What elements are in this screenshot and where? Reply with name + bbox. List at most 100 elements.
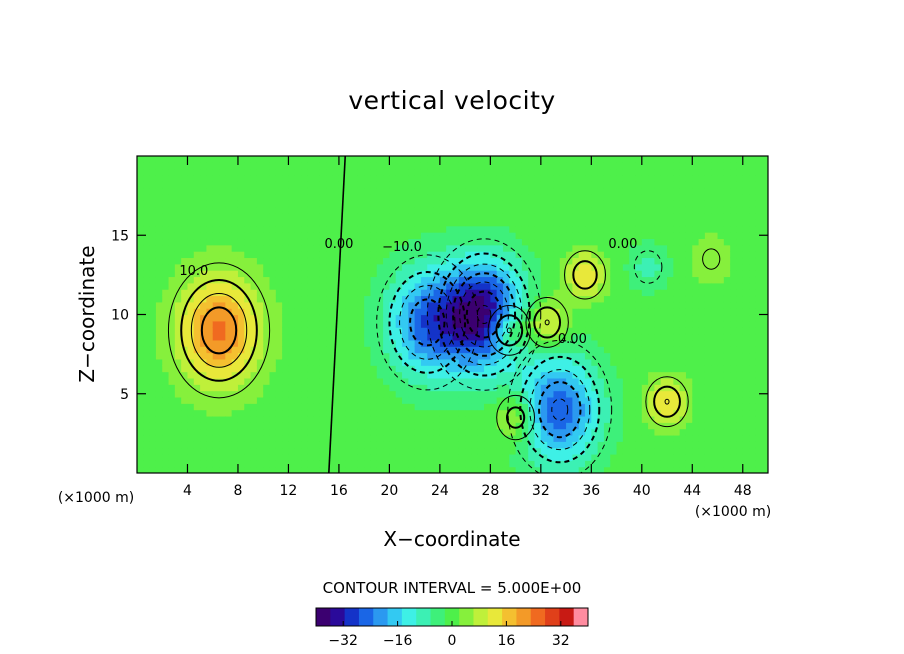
heatmap-cell bbox=[313, 213, 321, 220]
heatmap-cell bbox=[206, 441, 214, 449]
heatmap-cell bbox=[502, 308, 510, 316]
heatmap-cell bbox=[648, 434, 656, 442]
heatmap-cell bbox=[244, 346, 252, 354]
heatmap-cell bbox=[313, 156, 321, 163]
heatmap-cell bbox=[610, 276, 618, 284]
heatmap-cell bbox=[282, 377, 290, 385]
heatmap-cell bbox=[206, 213, 214, 220]
heatmap-cell bbox=[591, 403, 599, 411]
heatmap-cell bbox=[755, 415, 763, 423]
heatmap-cell bbox=[660, 460, 668, 468]
heatmap-cell bbox=[313, 175, 321, 182]
heatmap-cell bbox=[301, 358, 308, 366]
heatmap-cell bbox=[622, 187, 630, 195]
heatmap-cell bbox=[231, 282, 239, 290]
heatmap-cell bbox=[540, 453, 548, 461]
heatmap-cell bbox=[332, 415, 340, 423]
heatmap-cell bbox=[206, 320, 214, 328]
heatmap-cell bbox=[313, 346, 321, 354]
heatmap-cell bbox=[231, 422, 239, 430]
heatmap-cell bbox=[704, 168, 712, 176]
heatmap-cell bbox=[162, 175, 170, 182]
heatmap-cell bbox=[364, 244, 372, 252]
heatmap-cell bbox=[294, 162, 302, 170]
heatmap-cell bbox=[420, 447, 428, 455]
heatmap-cell bbox=[149, 390, 157, 398]
heatmap-cell bbox=[496, 187, 504, 195]
heatmap-cell bbox=[231, 257, 239, 265]
heatmap-cell bbox=[237, 257, 245, 265]
heatmap-cell bbox=[578, 384, 586, 392]
heatmap-cell bbox=[654, 384, 662, 392]
heatmap-cell bbox=[496, 390, 504, 398]
heatmap-cell bbox=[578, 156, 586, 163]
heatmap-cell bbox=[219, 289, 226, 297]
heatmap-cell bbox=[357, 333, 365, 341]
heatmap-cell bbox=[155, 301, 163, 309]
heatmap-cell bbox=[237, 282, 245, 290]
heatmap-cell bbox=[667, 327, 674, 335]
heatmap-cell bbox=[364, 162, 372, 170]
heatmap-cell bbox=[294, 308, 302, 316]
heatmap-cell bbox=[219, 441, 226, 449]
heatmap-cell bbox=[427, 441, 435, 449]
heatmap-cell bbox=[420, 289, 428, 297]
heatmap-cell bbox=[629, 200, 637, 208]
heatmap-cell bbox=[711, 390, 719, 398]
heatmap-cell bbox=[515, 156, 523, 163]
heatmap-cell bbox=[301, 371, 308, 379]
heatmap-cell bbox=[452, 314, 460, 322]
heatmap-cell bbox=[345, 301, 353, 309]
heatmap-cell bbox=[237, 232, 245, 240]
heatmap-cell bbox=[610, 428, 618, 436]
heatmap-cell bbox=[351, 415, 359, 423]
heatmap-cell bbox=[458, 295, 466, 303]
heatmap-cell bbox=[477, 175, 485, 182]
heatmap-cell bbox=[282, 390, 290, 398]
heatmap-cell bbox=[402, 466, 409, 473]
heatmap-cell bbox=[755, 333, 763, 341]
heatmap-cell bbox=[319, 346, 327, 354]
heatmap-cell bbox=[616, 244, 624, 252]
heatmap-cell bbox=[673, 181, 681, 189]
heatmap-cell bbox=[458, 276, 466, 284]
heatmap-cell bbox=[206, 219, 214, 227]
heatmap-cell bbox=[736, 339, 744, 347]
heatmap-cell bbox=[749, 251, 756, 259]
heatmap-cell bbox=[540, 409, 548, 417]
heatmap-cell bbox=[635, 320, 643, 328]
heatmap-cell bbox=[250, 333, 258, 341]
heatmap-cell bbox=[433, 377, 441, 385]
heatmap-cell bbox=[496, 156, 504, 163]
heatmap-cell bbox=[162, 415, 170, 423]
heatmap-cell bbox=[395, 219, 403, 227]
heatmap-cell bbox=[755, 187, 763, 195]
heatmap-cell bbox=[168, 358, 176, 366]
heatmap-cell bbox=[307, 453, 315, 461]
heatmap-cell bbox=[143, 301, 151, 309]
heatmap-cell bbox=[420, 428, 428, 436]
heatmap-cell bbox=[376, 396, 384, 404]
heatmap-cell bbox=[319, 295, 327, 303]
heatmap-cell bbox=[237, 251, 245, 259]
heatmap-cell bbox=[294, 346, 302, 354]
heatmap-cell bbox=[540, 352, 548, 360]
heatmap-cell bbox=[269, 377, 277, 385]
heatmap-cell bbox=[509, 244, 517, 252]
heatmap-cell bbox=[301, 460, 308, 468]
heatmap-cell bbox=[402, 200, 409, 208]
heatmap-cell bbox=[509, 168, 517, 176]
heatmap-cell bbox=[685, 327, 693, 335]
heatmap-cell bbox=[193, 276, 201, 284]
heatmap-cell bbox=[704, 276, 712, 284]
heatmap-cell bbox=[357, 232, 365, 240]
heatmap-cell bbox=[351, 466, 359, 473]
heatmap-cell bbox=[723, 403, 731, 411]
heatmap-cell bbox=[723, 232, 731, 240]
heatmap-cell bbox=[540, 168, 548, 176]
heatmap-cell bbox=[193, 187, 201, 195]
heatmap-cell bbox=[288, 403, 296, 411]
heatmap-cell bbox=[641, 270, 649, 278]
heatmap-cell bbox=[490, 308, 498, 316]
heatmap-cell bbox=[231, 409, 239, 417]
